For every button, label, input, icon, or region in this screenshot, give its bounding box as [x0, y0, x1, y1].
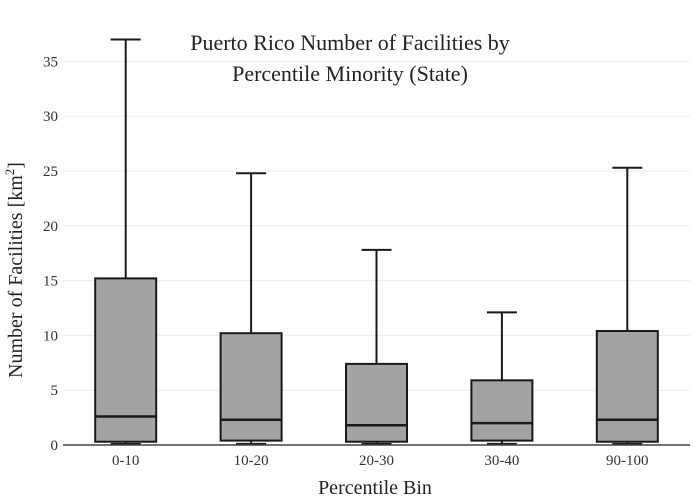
y-tick-label: 20	[43, 219, 58, 235]
y-axis-title-main: Number of Facilities [km	[5, 175, 27, 378]
box-group	[94, 38, 158, 445]
x-axis-title: Percentile Bin	[318, 477, 432, 499]
y-axis-title-close: ]	[5, 162, 27, 169]
y-tick-label: 30	[43, 109, 58, 125]
y-tick-label: 10	[43, 328, 58, 344]
iqr-box	[94, 277, 158, 443]
x-tick-label: 10-20	[234, 453, 269, 469]
box-group	[470, 311, 534, 445]
x-tick-label: 90-100	[606, 453, 649, 469]
boxes	[94, 38, 659, 445]
iqr-box	[595, 330, 659, 443]
y-tick-label: 35	[43, 54, 58, 70]
y-axis-title: Number of Facilities [km2]	[2, 162, 27, 378]
x-tick-label: 0-10	[112, 453, 140, 469]
y-tick-label: 25	[43, 164, 58, 180]
chart-title-line-2: Percentile Minority (State)	[232, 61, 468, 86]
box-group	[345, 248, 408, 445]
box-group	[219, 172, 283, 445]
x-axis-ticks: 0-10 10-20 20-30 30-40 90-100	[112, 453, 649, 469]
y-tick-label: 15	[43, 274, 58, 290]
x-tick-label: 30-40	[484, 453, 519, 469]
x-tick-label: 20-30	[359, 453, 394, 469]
iqr-box	[470, 379, 534, 442]
chart-title-line-1: Puerto Rico Number of Facilities by	[190, 30, 510, 55]
iqr-box	[345, 362, 408, 443]
iqr-box	[219, 332, 283, 442]
y-axis-ticks: 0 5 10 15 20 25 30 35	[43, 54, 58, 454]
y-axis-title-superscript: 2	[2, 169, 17, 176]
y-tick-label: 0	[51, 438, 59, 454]
box-group	[595, 166, 659, 445]
y-tick-label: 5	[51, 383, 59, 399]
